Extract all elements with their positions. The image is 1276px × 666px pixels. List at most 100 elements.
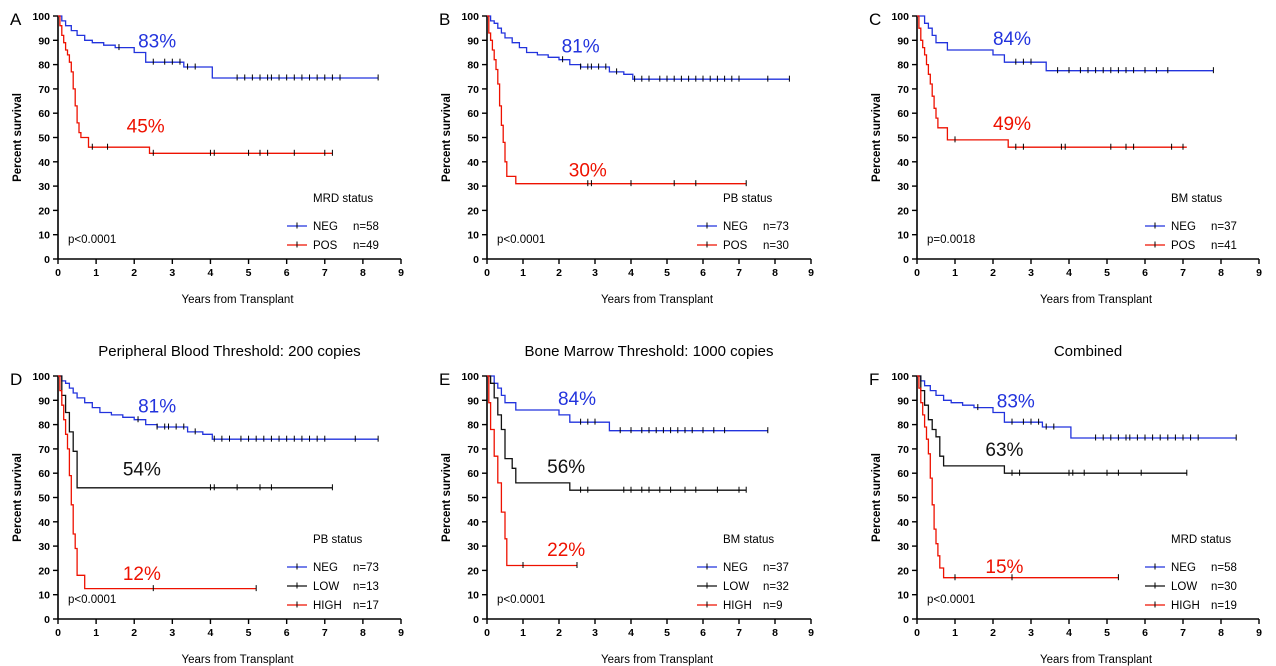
survival-annotation: 54% <box>123 460 161 481</box>
legend-count: n=30 <box>763 240 789 252</box>
y-tick-label: 100 <box>461 371 479 383</box>
survival-curve-high <box>487 375 577 567</box>
p-value: p<0.0001 <box>497 594 545 606</box>
survival-annotation: 81% <box>138 396 176 417</box>
x-tick-label: 3 <box>1028 627 1034 639</box>
y-tick-label: 100 <box>32 371 50 383</box>
legend-count: n=41 <box>1211 240 1237 252</box>
x-tick-label: 2 <box>556 627 562 639</box>
y-tick-label: 90 <box>38 395 50 407</box>
y-tick-label: 40 <box>467 517 479 529</box>
survival-curve-pos <box>487 15 747 185</box>
panel-label: F <box>869 370 879 389</box>
x-tick-label: 4 <box>628 267 634 279</box>
y-tick-label: 90 <box>467 35 479 47</box>
x-tick-label: 1 <box>952 267 958 279</box>
legend-count: n=73 <box>763 221 789 233</box>
survival-annotation: 83% <box>997 392 1035 413</box>
survival-annotation: 84% <box>558 389 596 410</box>
x-tick-label: 9 <box>1256 267 1262 279</box>
y-tick-label: 0 <box>44 614 50 626</box>
y-tick-label: 30 <box>38 181 50 193</box>
x-tick-label: 8 <box>772 267 778 279</box>
series-high: 12% <box>58 375 257 592</box>
series-pos: 45% <box>58 15 333 156</box>
y-tick-label: 60 <box>467 108 479 120</box>
legend-label: HIGH <box>1171 600 1200 612</box>
x-tick-label: 3 <box>169 627 175 639</box>
survival-annotation: 49% <box>993 114 1031 135</box>
y-tick-label: 100 <box>891 11 909 23</box>
y-tick-label: 100 <box>32 11 50 23</box>
legend-count: n=37 <box>1211 221 1237 233</box>
survival-curve-high <box>58 375 257 590</box>
survival-annotation: 84% <box>993 29 1031 50</box>
y-tick-label: 10 <box>897 590 909 602</box>
x-tick-label: 4 <box>208 267 214 279</box>
y-tick-label: 0 <box>44 254 50 266</box>
y-tick-label: 60 <box>467 468 479 480</box>
series-pos: 30% <box>487 15 747 187</box>
legend-count: n=32 <box>763 581 789 593</box>
y-tick-label: 90 <box>467 395 479 407</box>
series-pos: 49% <box>917 15 1187 150</box>
x-axis-label: Years from Transplant <box>181 654 294 666</box>
y-tick-label: 40 <box>897 517 909 529</box>
y-tick-label: 70 <box>467 84 479 96</box>
legend-count: n=58 <box>1211 562 1237 574</box>
legend-count: n=17 <box>353 600 379 612</box>
legend-label: NEG <box>313 221 338 233</box>
x-tick-label: 2 <box>990 627 996 639</box>
legend-title: MRD status <box>1171 534 1231 546</box>
y-tick-label: 10 <box>467 590 479 602</box>
survival-curve-neg <box>487 15 790 80</box>
y-tick-label: 50 <box>467 133 479 145</box>
y-tick-label: 10 <box>38 590 50 602</box>
x-axis-label: Years from Transplant <box>1040 294 1153 306</box>
panel-c: C 0 10 20 30 40 50 60 70 80 90 100 0 1 2 3 4 5 6 7 8 9 Years f… <box>869 10 1262 306</box>
series-neg: 84% <box>487 375 769 434</box>
x-tick-label: 5 <box>1104 267 1110 279</box>
y-tick-label: 60 <box>38 468 50 480</box>
x-tick-label: 6 <box>284 267 290 279</box>
panel-d: D Peripheral Blood Threshold: 200 copies 0… <box>10 343 404 666</box>
x-tick-label: 7 <box>322 267 328 279</box>
p-value: p<0.0001 <box>68 594 116 606</box>
legend-title: MRD status <box>313 193 373 205</box>
y-tick-label: 20 <box>38 205 50 217</box>
x-tick-label: 1 <box>93 267 99 279</box>
x-tick-label: 3 <box>592 267 598 279</box>
survival-annotation: 15% <box>985 557 1023 578</box>
legend-count: n=19 <box>1211 600 1237 612</box>
survival-curve-pos <box>58 15 333 154</box>
panel-label: C <box>869 10 881 29</box>
y-tick-label: 80 <box>467 60 479 72</box>
panel-label: B <box>439 10 450 29</box>
x-tick-label: 5 <box>246 627 252 639</box>
series-neg: 83% <box>917 375 1237 441</box>
y-axis-label: Percent survival <box>12 453 24 542</box>
y-tick-label: 40 <box>897 157 909 169</box>
y-tick-label: 10 <box>38 230 50 242</box>
legend-label: POS <box>723 240 748 252</box>
p-value: p=0.0018 <box>927 234 975 246</box>
y-tick-label: 20 <box>897 205 909 217</box>
survival-annotation: 56% <box>547 457 585 478</box>
legend-count: n=73 <box>353 562 379 574</box>
y-tick-label: 30 <box>897 541 909 553</box>
series-neg: 84% <box>917 15 1214 74</box>
y-tick-label: 100 <box>461 11 479 23</box>
legend-label: LOW <box>313 581 339 593</box>
y-tick-label: 90 <box>897 395 909 407</box>
y-tick-label: 50 <box>38 133 50 145</box>
series-neg: 81% <box>58 375 379 442</box>
survival-annotation: 63% <box>985 440 1023 461</box>
legend-title: PB status <box>313 534 362 546</box>
x-tick-label: 7 <box>322 627 328 639</box>
y-axis-label: Percent survival <box>441 453 453 542</box>
survival-curve-low <box>487 375 747 491</box>
legend-label: NEG <box>1171 562 1196 574</box>
y-tick-label: 80 <box>897 60 909 72</box>
x-tick-label: 6 <box>700 627 706 639</box>
